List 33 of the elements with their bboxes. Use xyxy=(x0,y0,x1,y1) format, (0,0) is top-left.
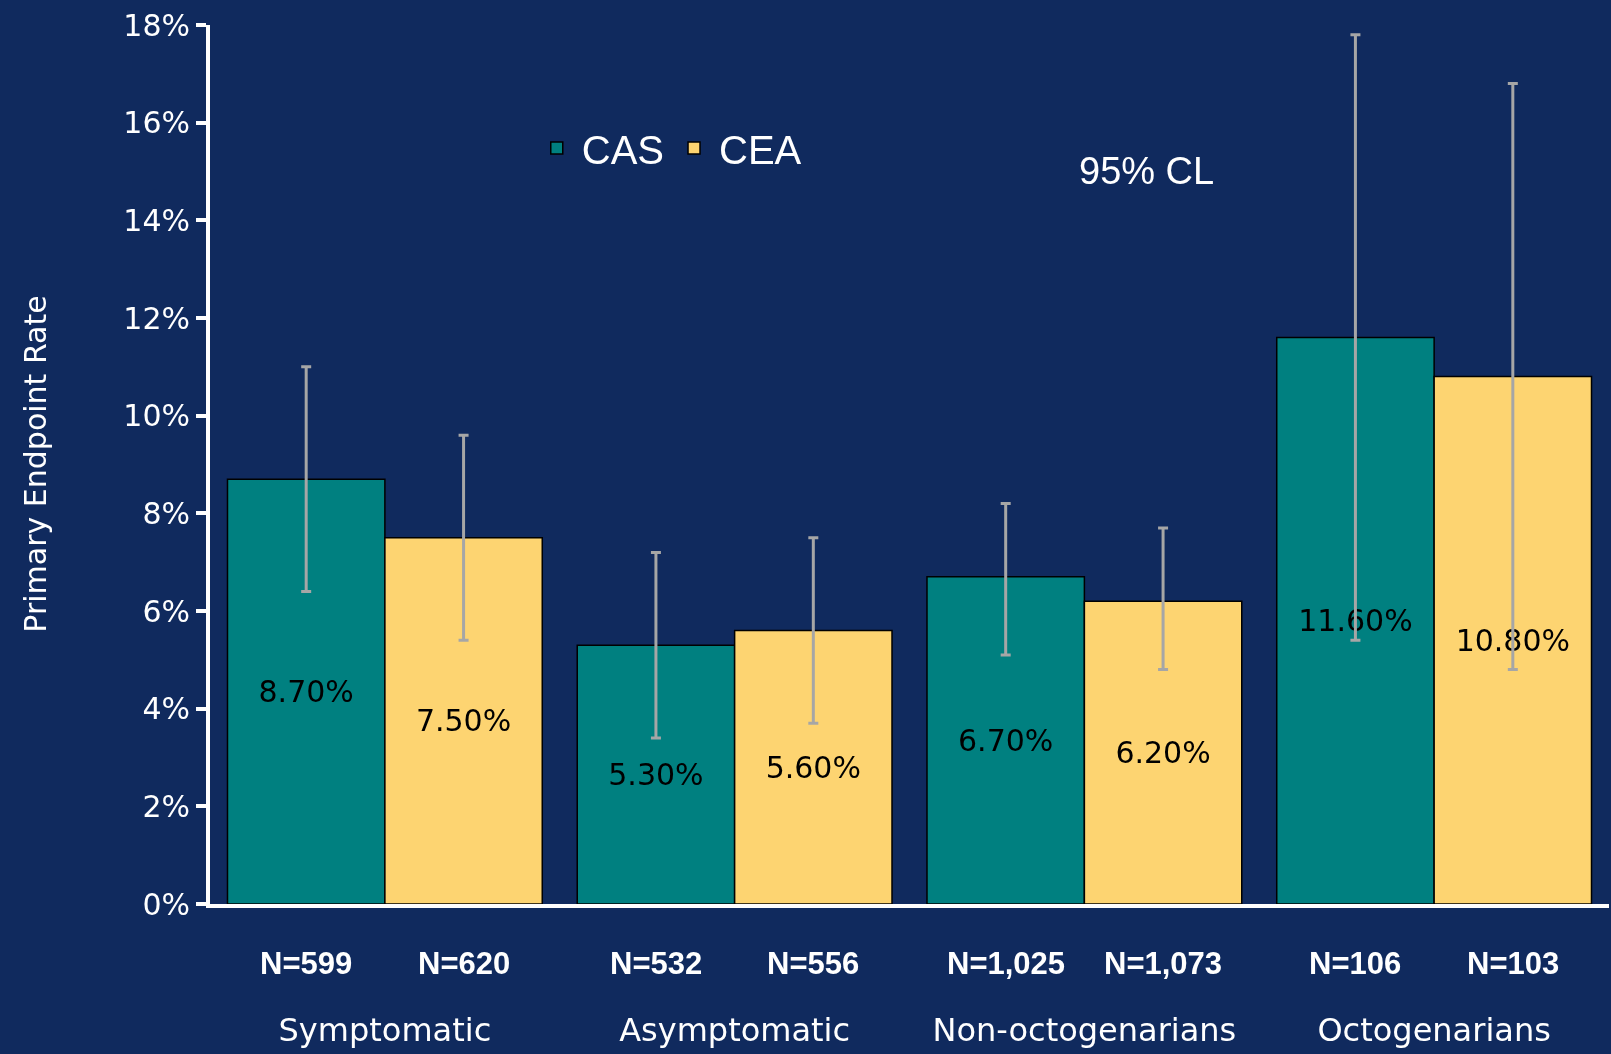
y-tick-label: 6% xyxy=(142,593,190,629)
data-label: 6.20% xyxy=(1115,735,1211,771)
text: N=620 xyxy=(418,946,511,981)
text: N=532 xyxy=(610,946,703,981)
data-label: 5.60% xyxy=(765,749,861,785)
y-tick-label: 0% xyxy=(142,886,190,922)
x-tick-label: Octogenarians xyxy=(1317,1011,1551,1050)
data-label: 6.70% xyxy=(958,722,1054,758)
y-tick-label: 12% xyxy=(123,300,190,336)
x-tick-label: Symptomatic xyxy=(278,1011,492,1050)
y-tick-label: 8% xyxy=(142,495,190,531)
y-tick-label: 2% xyxy=(142,788,190,824)
y-tick-label: 16% xyxy=(123,105,190,141)
data-label: 10.80% xyxy=(1455,622,1571,658)
data-label: 8.70% xyxy=(258,674,354,710)
text: N=599 xyxy=(260,946,353,981)
y-axis-title: Primary Endpoint Rate xyxy=(17,295,53,633)
text: N=556 xyxy=(767,946,860,981)
text: N=103 xyxy=(1467,946,1560,981)
y-tick-label: 10% xyxy=(123,398,190,434)
x-tick-label: Asymptomatic xyxy=(619,1011,851,1050)
annotation: 95% CL xyxy=(1079,150,1215,192)
y-tick-label: 4% xyxy=(142,691,190,727)
text: N=1,025 xyxy=(947,946,1066,981)
legend-label: CEA xyxy=(719,127,802,172)
x-tick-label: Non-octogenarians xyxy=(932,1011,1237,1050)
text: N=1,073 xyxy=(1104,946,1223,981)
y-tick-label: 14% xyxy=(123,202,190,238)
y-tick-label: 18% xyxy=(123,7,190,43)
legend-label: CAS xyxy=(581,127,665,172)
data-label: 5.30% xyxy=(608,757,704,793)
text: N=106 xyxy=(1309,946,1402,981)
data-label: 7.50% xyxy=(415,703,512,739)
